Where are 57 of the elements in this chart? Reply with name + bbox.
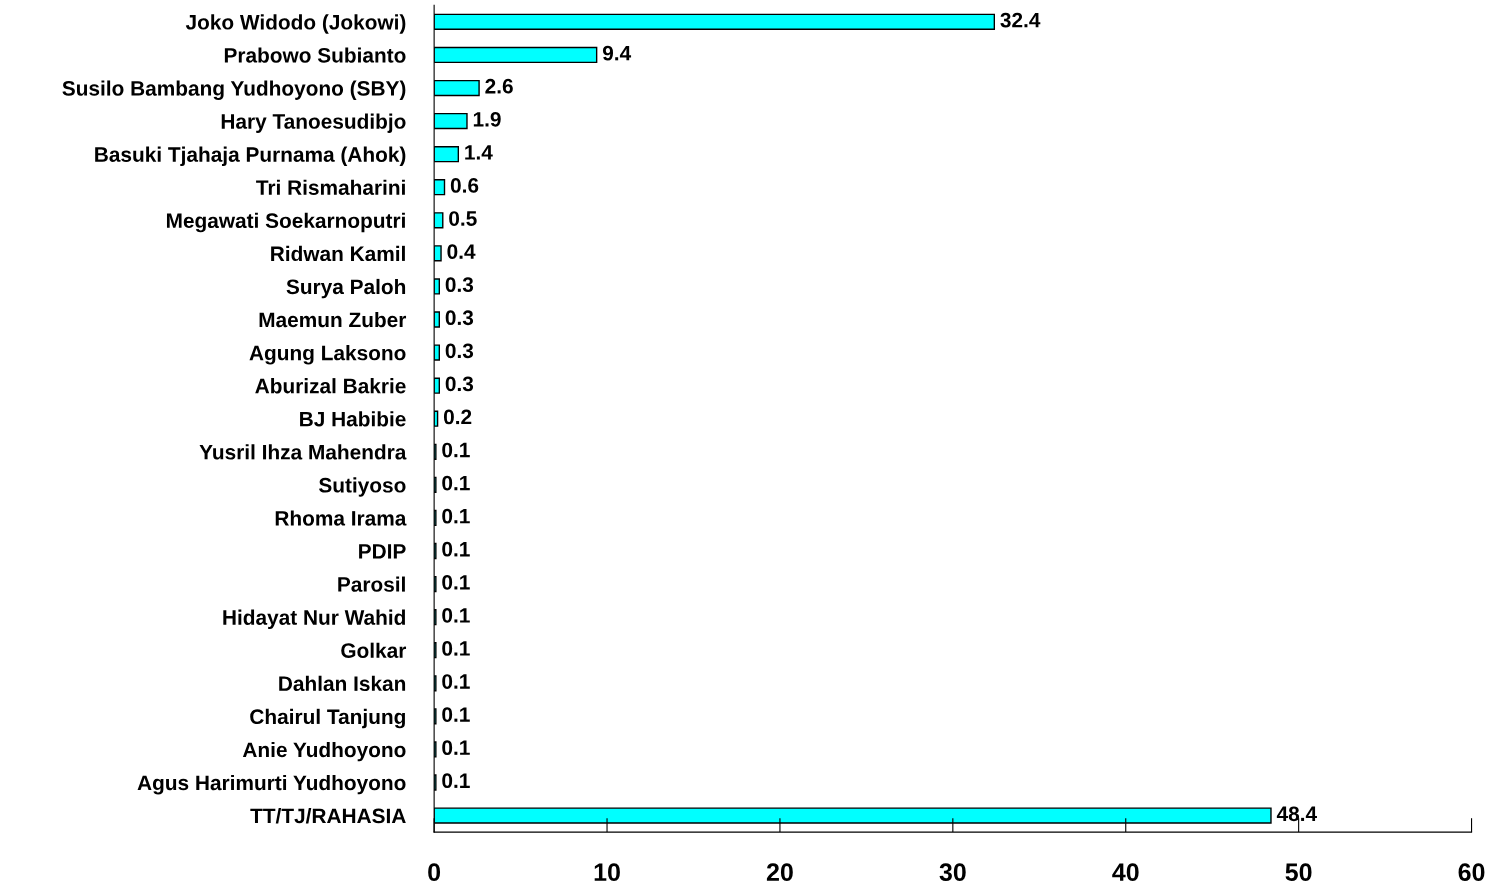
- x-tick-label: 0: [428, 863, 441, 882]
- y-tick-label: Susilo Bambang Yudhoyono (SBY): [62, 80, 406, 100]
- y-tick-label: Parosil: [338, 576, 405, 592]
- y-tick-label: BJ Habibie: [300, 411, 406, 427]
- data-label: 2.6: [485, 78, 513, 94]
- y-tick-label: Dahlan Iskan: [279, 675, 406, 692]
- data-label: 0.1: [442, 607, 470, 623]
- data-label: 0.1: [442, 541, 470, 557]
- data-label: 1.9: [473, 111, 501, 127]
- y-tick-label: Anie Yudhoyono: [242, 741, 406, 762]
- data-label: 32.4: [1000, 12, 1041, 28]
- data-label: 0.1: [442, 574, 470, 590]
- data-label: 0.1: [442, 475, 470, 491]
- data-label: 1.4: [465, 145, 493, 160]
- data-label: 0.4: [447, 244, 476, 259]
- data-label: 0.1: [442, 508, 470, 524]
- y-tick-label: Joko Widodo (Jokowi): [185, 14, 406, 34]
- data-label: 0.3: [445, 343, 474, 359]
- data-label: 0.1: [442, 674, 470, 689]
- x-tick-label: 40: [1112, 863, 1139, 882]
- y-tick-label: Golkar: [341, 642, 407, 658]
- y-tick-label: Prabowo Subianto: [224, 47, 406, 63]
- data-label: 0.1: [442, 442, 470, 458]
- data-label: 0.3: [445, 376, 474, 392]
- data-label: 0.3: [445, 310, 474, 326]
- data-label: 0.1: [442, 641, 470, 656]
- data-label: 0.6: [450, 178, 479, 193]
- y-tick-label: Sutiyoso: [318, 477, 406, 497]
- y-tick-label: Megawati Soekarnoputri: [166, 212, 405, 233]
- x-tick-label: 60: [1458, 863, 1485, 882]
- y-tick-label: Rhoma Irama: [275, 510, 407, 526]
- y-tick-label: PDIP: [359, 544, 406, 559]
- y-tick-label: Surya Paloh: [286, 278, 406, 299]
- y-tick-label: Agung Laksono: [249, 345, 406, 365]
- y-tick-label: Maemun Zuber: [259, 311, 407, 328]
- y-tick-label: Chairul Tanjung: [250, 708, 405, 729]
- data-label: 48.4: [1276, 806, 1317, 822]
- data-label: 0.1: [442, 740, 470, 756]
- y-tick-label: Yusril Ihza Mahendra: [199, 444, 407, 460]
- x-tick-label: 30: [939, 863, 966, 882]
- data-label: 0.1: [442, 707, 470, 722]
- data-label: 0.5: [449, 211, 477, 226]
- y-tick-label: Agus Harimurti Yudhoyono: [137, 774, 406, 795]
- y-tick-label: Hary Tanoesudibjo: [221, 113, 406, 133]
- y-tick-label: Tri Rismaharini: [256, 179, 405, 195]
- y-tick-label: Basuki Tjahaja Purnama (Ahok): [95, 146, 406, 167]
- x-tick-label: 50: [1285, 863, 1312, 882]
- y-tick-label: Ridwan Kamil: [271, 245, 405, 262]
- data-label: 0.2: [443, 409, 472, 425]
- x-tick-label: 10: [594, 863, 620, 882]
- x-tick-label: 20: [766, 863, 793, 882]
- data-label: 9.4: [602, 45, 632, 61]
- y-tick-label: Hidayat Nur Wahid: [223, 609, 405, 630]
- y-tick-label: Aburizal Bakrie: [255, 378, 406, 394]
- data-label: 0.3: [445, 277, 474, 293]
- data-label: 0.1: [442, 773, 470, 789]
- y-tick-label: TT/TJ/RAHASIA: [250, 808, 406, 824]
